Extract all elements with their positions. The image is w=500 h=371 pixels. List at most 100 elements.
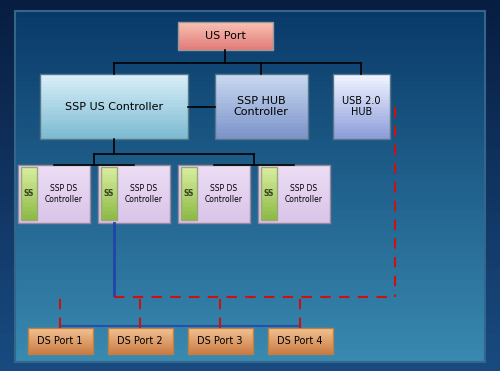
Bar	[108, 347, 172, 348]
Bar	[20, 170, 36, 173]
Bar	[178, 46, 272, 47]
Bar	[178, 168, 250, 171]
Bar	[215, 84, 308, 87]
Bar	[15, 169, 485, 175]
Bar	[40, 110, 188, 113]
Bar	[100, 178, 116, 181]
Bar	[0, 195, 500, 204]
Bar	[260, 175, 276, 178]
Bar	[268, 328, 332, 330]
Bar	[180, 191, 196, 194]
Bar	[100, 175, 116, 178]
Bar	[180, 199, 196, 202]
Bar	[178, 25, 272, 26]
Bar	[268, 345, 332, 347]
Bar	[188, 352, 252, 353]
Bar	[0, 362, 500, 371]
Bar	[260, 210, 276, 213]
Bar	[15, 23, 485, 29]
Bar	[178, 182, 250, 185]
Bar	[40, 97, 188, 100]
Bar	[20, 188, 36, 191]
Bar	[98, 203, 170, 206]
Bar	[260, 199, 276, 202]
Bar	[20, 218, 36, 220]
Bar	[268, 340, 332, 341]
Bar	[215, 74, 308, 139]
Bar	[258, 168, 330, 171]
Bar	[100, 173, 116, 175]
Bar	[0, 9, 500, 19]
Bar	[178, 208, 250, 211]
Bar	[0, 334, 500, 343]
Bar	[15, 140, 485, 145]
Bar	[20, 173, 36, 175]
Bar	[178, 174, 250, 177]
Bar	[268, 338, 332, 339]
Bar	[15, 17, 485, 23]
Bar	[15, 251, 485, 257]
Bar	[18, 206, 90, 208]
Bar	[0, 28, 500, 37]
Bar	[180, 175, 196, 178]
Bar	[15, 192, 485, 198]
Bar	[100, 204, 116, 207]
Bar	[0, 297, 500, 306]
Bar	[268, 344, 332, 345]
Bar	[98, 180, 170, 182]
Bar	[258, 171, 330, 174]
Bar	[178, 211, 250, 214]
Bar	[18, 214, 90, 217]
Bar	[20, 191, 36, 194]
Bar	[258, 214, 330, 217]
Bar	[180, 202, 196, 204]
Bar	[15, 344, 485, 350]
Bar	[0, 288, 500, 297]
Bar	[180, 218, 196, 220]
Bar	[0, 158, 500, 167]
Text: SSP HUB
Controller: SSP HUB Controller	[234, 96, 288, 118]
Bar	[100, 188, 116, 191]
Bar	[178, 165, 250, 223]
Bar	[178, 26, 272, 28]
Bar	[40, 93, 188, 97]
Bar	[258, 217, 330, 220]
Bar	[258, 220, 330, 223]
Text: SSP US Controller: SSP US Controller	[64, 102, 163, 112]
Bar	[108, 348, 172, 349]
Bar	[0, 83, 500, 93]
Bar	[178, 47, 272, 49]
Bar	[260, 181, 276, 183]
Bar	[100, 210, 116, 213]
Bar	[20, 186, 36, 188]
Bar	[108, 335, 172, 336]
Bar	[18, 177, 90, 180]
Bar	[215, 91, 308, 94]
Bar	[0, 204, 500, 213]
Bar	[0, 176, 500, 186]
Bar	[18, 217, 90, 220]
Bar	[28, 332, 92, 334]
Bar	[188, 341, 252, 343]
Text: SSP DS
Controller: SSP DS Controller	[44, 184, 82, 204]
Bar	[0, 56, 500, 65]
Bar	[18, 211, 90, 214]
Bar	[18, 197, 90, 200]
Bar	[268, 332, 332, 334]
Bar	[15, 315, 485, 321]
Bar	[100, 215, 116, 218]
Bar	[98, 208, 170, 211]
Bar	[108, 350, 172, 352]
Bar	[15, 327, 485, 332]
Bar	[40, 120, 188, 123]
Bar	[258, 174, 330, 177]
Bar	[178, 194, 250, 197]
Bar	[215, 133, 308, 136]
Bar	[180, 213, 196, 215]
Bar	[98, 211, 170, 214]
Bar	[178, 220, 250, 223]
Bar	[268, 336, 332, 338]
Bar	[15, 46, 485, 52]
Bar	[332, 110, 390, 113]
Bar	[15, 227, 485, 233]
